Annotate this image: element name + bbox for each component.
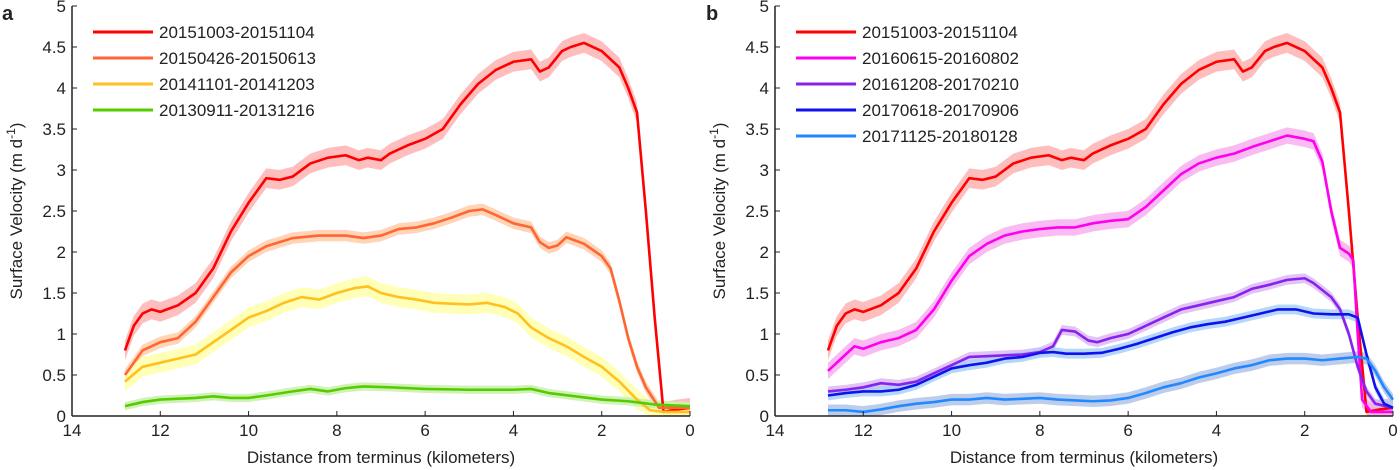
y-tick-label: 0.5 (42, 366, 66, 385)
y-axis-label-superscript: -1 (707, 128, 721, 139)
series-line-3 (124, 285, 690, 414)
panel-a: a 0 0.5 1 1.5 2 2.5 3 3.5 4 4.5 5 14 12 10 8 6 4 2 0 Distanc… (2, 0, 695, 467)
legend-label-4: 20170618-20170906 (862, 101, 1019, 120)
series-line-4 (827, 308, 1394, 409)
x-tick-label: 10 (942, 421, 961, 440)
panel-label: b (706, 3, 718, 25)
y-tick-label: 3 (57, 161, 66, 180)
y-tick-label: 4.5 (745, 38, 769, 57)
panel-label: a (2, 3, 14, 25)
y-tick-label: 0 (57, 407, 66, 426)
x-axis-label: Distance from terminus (kilometers) (247, 448, 515, 467)
series-line-5 (827, 355, 1395, 414)
x-tick-label: 4 (1212, 421, 1221, 440)
x-tick-label: 12 (151, 421, 170, 440)
y-tick-label: 3 (760, 161, 769, 180)
y-tick-label: 4.5 (42, 38, 66, 57)
legend-label-3: 20161208-20170210 (862, 75, 1019, 94)
y-tick-label: 5 (760, 0, 769, 16)
legend-label-2: 20160615-20160802 (862, 49, 1019, 68)
legend-label-3: 20141101-20141203 (159, 75, 315, 94)
uncertainty-band-1 (124, 33, 690, 417)
y-axis-label: Surface Velocity (m d-1) (707, 123, 729, 300)
series-line-2 (827, 134, 1393, 414)
y-tick-label: 3.5 (42, 120, 66, 139)
x-tick-label: 0 (1388, 421, 1397, 440)
x-tick-label: 0 (685, 421, 694, 440)
y-axis-label-tail: ) (7, 123, 26, 129)
uncertainty-band-4 (124, 382, 690, 411)
y-tick-label: 5 (57, 0, 66, 16)
x-tick-label: 14 (63, 421, 82, 440)
series-line-1 (123, 41, 691, 414)
x-tick-label: 10 (239, 421, 258, 440)
series-line-3 (827, 276, 1394, 410)
uncertainty-band-3 (827, 273, 1393, 413)
x-axis-label: Distance from terminus (kilometers) (950, 448, 1218, 467)
x-tick-label: 8 (1035, 421, 1044, 440)
y-axis-label: Surface Velocity (m d-1) (4, 123, 26, 300)
series-line-1 (826, 41, 1394, 414)
legend-label-1: 20151003-20151104 (862, 23, 1018, 42)
legend-label-2: 20150426-20150613 (159, 49, 316, 68)
y-tick-label: 0 (760, 407, 769, 426)
x-tick-label: 6 (1123, 421, 1132, 440)
y-tick-label: 1 (760, 325, 769, 344)
legend-label-5: 20171125-20180128 (862, 127, 1018, 146)
y-axis-label-superscript: -1 (4, 128, 18, 139)
y-tick-label: 4 (57, 79, 66, 98)
x-tick-label: 6 (420, 421, 429, 440)
x-tick-label: 2 (1300, 421, 1309, 440)
x-tick-label: 2 (597, 421, 606, 440)
y-tick-label: 1.5 (745, 284, 769, 303)
y-tick-label: 2.5 (42, 202, 66, 221)
y-tick-label: 2 (760, 243, 769, 262)
legend-label-4: 20130911-20131216 (159, 101, 315, 120)
series-line-4 (124, 385, 691, 408)
y-tick-label: 3.5 (745, 120, 769, 139)
panel-b: b 0 0.5 1 1.5 2 2.5 3 3.5 4 4.5 5 14 12 10 8 6 4 2 0 Distanc… (706, 0, 1398, 467)
y-tick-label: 0.5 (745, 366, 769, 385)
x-tick-label: 12 (854, 421, 873, 440)
y-tick-label: 2.5 (745, 202, 769, 221)
y-axis-label-main: Surface Velocity (m d (7, 139, 26, 300)
y-axis-label-main: Surface Velocity (m d (710, 139, 729, 300)
y-tick-label: 1.5 (42, 284, 66, 303)
legend-label-1: 20151003-20151104 (159, 23, 315, 42)
y-tick-label: 1 (57, 325, 66, 344)
uncertainty-band-1 (827, 33, 1393, 417)
uncertainty-band-2 (124, 203, 690, 414)
x-tick-label: 4 (509, 421, 518, 440)
y-axis-label-tail: ) (710, 123, 729, 129)
series-line-2 (123, 208, 690, 410)
x-tick-label: 14 (766, 421, 785, 440)
y-tick-label: 4 (760, 79, 769, 98)
x-tick-label: 8 (332, 421, 341, 440)
y-tick-label: 2 (57, 243, 66, 262)
